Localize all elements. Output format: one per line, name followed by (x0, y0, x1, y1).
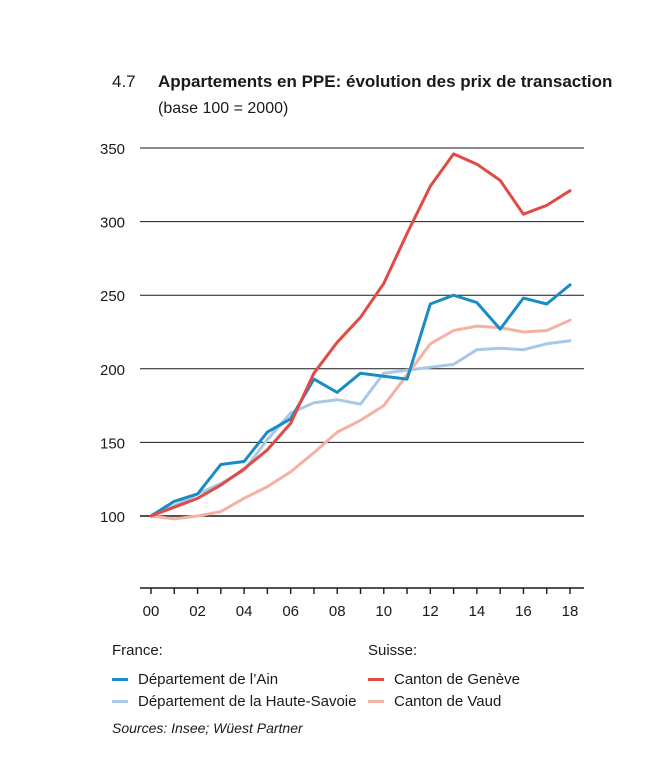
y-tick-label-300: 300 (100, 215, 125, 232)
legend-label-vaud: Canton de Vaud (394, 692, 502, 710)
y-tick-label-350: 350 (100, 141, 125, 158)
legend-heading-suisse: Suisse: (368, 642, 418, 659)
x-tick-label-16: 16 (515, 603, 532, 620)
line-chart: 100 150 200 250 300 350 00 02 04 06 08 10 12 14 16 18 (100, 141, 584, 620)
legend-label-ain: Département de l’Ain (138, 670, 279, 688)
y-tick-label-250: 250 (100, 288, 125, 305)
x-tick-label-12: 12 (422, 603, 439, 620)
x-tick-label-06: 06 (282, 603, 299, 620)
series-line-geneve (149, 152, 572, 518)
x-tick-label-18: 18 (562, 603, 579, 620)
legend-swatch-ain (112, 677, 128, 681)
x-tick-label-14: 14 (469, 603, 486, 620)
source-note: Sources: Insee; Wüest Partner (112, 720, 303, 736)
legend-swatch-geneve (368, 677, 384, 681)
x-tick-label-10: 10 (375, 603, 392, 620)
legend-item-vaud: Canton de Vaud (368, 690, 520, 712)
figure-number: 4.7 (112, 72, 136, 91)
legend-suisse: Suisse: Canton de Genève Canton de Vaud (368, 642, 520, 712)
x-tick-label-08: 08 (329, 603, 346, 620)
y-tick-label-150: 150 (100, 435, 125, 452)
chart-header: 4.7 Appartements en PPE: évolution des pr… (112, 72, 612, 92)
legend-item-ain: Département de l’Ain (112, 668, 356, 690)
y-tick-label-100: 100 (100, 509, 125, 526)
legend-heading-france: France: (112, 642, 163, 659)
legend-label-haute-savoie: Département de la Haute-Savoie (138, 692, 357, 710)
legend-item-geneve: Canton de Genève (368, 668, 520, 690)
x-tick-label-04: 04 (236, 603, 253, 620)
legend-label-geneve: Canton de Genève (394, 670, 520, 688)
legend-france: France: Département de l’Ain Département… (112, 642, 356, 712)
series-line-ain (149, 283, 572, 518)
x-tick-label-02: 02 (189, 603, 206, 620)
chart-title: Appartements en PPE: évolution des prix … (158, 72, 613, 91)
y-tick-label-200: 200 (100, 362, 125, 379)
legend-item-haute-savoie: Département de la Haute-Savoie (112, 690, 356, 712)
chart-subtitle: (base 100 = 2000) (158, 100, 289, 117)
x-tick-label-00: 00 (143, 603, 160, 620)
legend-swatch-haute-savoie (112, 699, 128, 703)
legend-swatch-vaud (368, 699, 384, 703)
